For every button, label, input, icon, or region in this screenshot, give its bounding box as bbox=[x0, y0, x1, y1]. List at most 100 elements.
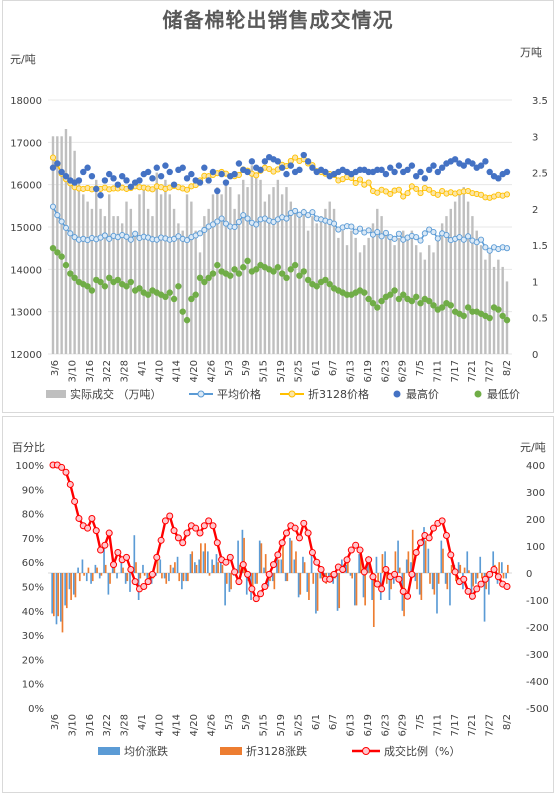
ratio-point bbox=[148, 570, 156, 578]
x-tick-label: 5/9 bbox=[241, 714, 252, 730]
avg-price-point bbox=[352, 228, 359, 235]
avg-price-point bbox=[54, 212, 61, 219]
x-tick-label: 4/10 bbox=[154, 360, 165, 382]
low-price-point bbox=[240, 264, 247, 271]
x-tick-label: 3/10 bbox=[67, 714, 78, 736]
chart-title: 储备棉轮出销售成交情况 bbox=[162, 8, 394, 32]
y-tick-label: 30% bbox=[22, 631, 44, 642]
adj-price-point bbox=[417, 190, 424, 197]
ratio-point bbox=[75, 514, 83, 522]
avg-change-bar bbox=[470, 573, 473, 600]
high-price-point bbox=[157, 173, 165, 180]
volume-bar bbox=[151, 216, 154, 354]
low-price-point bbox=[425, 297, 433, 305]
ratio-point bbox=[438, 517, 446, 525]
avg-change-bar bbox=[405, 559, 408, 573]
avg-change-bar bbox=[55, 573, 58, 625]
y2-axis-unit-label: 元/吨 bbox=[520, 441, 546, 454]
high-price-point bbox=[84, 164, 91, 171]
avg-change-bar bbox=[194, 562, 196, 573]
avg-change-bar bbox=[176, 556, 179, 573]
adj-change-bar bbox=[446, 573, 449, 590]
high-price-point bbox=[434, 168, 442, 176]
ratio-point bbox=[196, 529, 204, 537]
adj-price-point bbox=[356, 176, 364, 183]
low-price-point bbox=[101, 283, 109, 290]
adj-change-bar bbox=[230, 573, 232, 590]
x-tick-label: 3/6 bbox=[50, 360, 61, 376]
y2-tick-label: 1 bbox=[532, 277, 538, 288]
low-price-point bbox=[430, 302, 437, 309]
adj-change-bar bbox=[481, 573, 483, 579]
high-price-point bbox=[201, 164, 208, 171]
low-price-point bbox=[166, 289, 173, 296]
x-tick-label: 7/21 bbox=[467, 714, 478, 736]
ratio-point bbox=[282, 529, 290, 537]
adj-change-bar bbox=[78, 573, 81, 582]
high-price-point bbox=[231, 170, 238, 178]
avg-change-bar bbox=[124, 573, 127, 584]
avg-change-bar bbox=[159, 559, 162, 573]
adj-change-bar bbox=[303, 562, 306, 573]
avg-change-bar bbox=[414, 573, 417, 582]
high-price-point bbox=[62, 173, 70, 180]
low-price-point bbox=[123, 283, 130, 290]
volume-bar bbox=[337, 237, 340, 354]
adj-change-bar bbox=[286, 573, 289, 582]
x-tick-label: 5/3 bbox=[224, 360, 235, 376]
avg-change-bar bbox=[68, 573, 71, 590]
volume-bar bbox=[168, 194, 171, 354]
high-price-point bbox=[93, 185, 100, 193]
avg-change-bar bbox=[302, 556, 304, 573]
ratio-point bbox=[308, 548, 316, 556]
high-price-point bbox=[495, 175, 502, 182]
adj-change-bar bbox=[148, 573, 150, 579]
avg-change-bar bbox=[64, 573, 66, 606]
adj-change-bar bbox=[507, 564, 509, 573]
avg-change-bar bbox=[440, 540, 443, 573]
low-price-point bbox=[395, 295, 403, 303]
avg-change-bar bbox=[241, 529, 244, 573]
avg-change-bar bbox=[488, 573, 490, 595]
ratio-point bbox=[66, 480, 74, 488]
avg-price-point bbox=[426, 226, 433, 233]
y-axis-unit-label: 元/吨 bbox=[10, 53, 36, 66]
ratio-point bbox=[179, 539, 187, 547]
ratio-point bbox=[360, 568, 368, 576]
high-price-point bbox=[387, 164, 394, 171]
adj-change-bar bbox=[70, 573, 72, 600]
avg-price-point bbox=[183, 237, 191, 244]
avg-change-bar bbox=[345, 564, 348, 573]
volume-bar bbox=[185, 194, 189, 354]
adj-change-bar bbox=[359, 551, 362, 573]
adj-change-bar bbox=[61, 573, 64, 633]
avg-price-point bbox=[62, 224, 70, 231]
y-tick-label: 12000 bbox=[10, 350, 42, 361]
adj-change-bar bbox=[169, 564, 172, 573]
adj-change-bar bbox=[321, 573, 323, 579]
volume-bar bbox=[60, 136, 63, 354]
avg-change-bar bbox=[354, 573, 356, 606]
adj-change-bar bbox=[277, 559, 280, 573]
ratio-point bbox=[183, 529, 191, 537]
avg-price-point bbox=[395, 230, 402, 237]
high-price-point bbox=[144, 168, 152, 176]
avg-change-bar bbox=[228, 573, 231, 592]
bottom-chart-frame bbox=[2, 416, 554, 793]
high-price-point bbox=[136, 177, 143, 184]
avg-price-point bbox=[309, 209, 316, 216]
adj-change-bar bbox=[251, 573, 254, 592]
avg-price-point bbox=[222, 220, 230, 227]
y2-tick-label: -200 bbox=[526, 623, 549, 634]
high-price-point bbox=[235, 160, 243, 167]
volume-bar bbox=[229, 187, 232, 354]
low-price-point bbox=[71, 274, 78, 281]
low-price-point bbox=[503, 316, 511, 324]
high-price-point bbox=[209, 168, 217, 176]
ratio-point bbox=[209, 522, 217, 530]
volume-bar bbox=[142, 187, 146, 354]
adj-price-point bbox=[400, 193, 407, 200]
ratio-point bbox=[347, 546, 355, 554]
avg-change-bar bbox=[375, 556, 378, 573]
adj-change-bar bbox=[433, 573, 436, 595]
